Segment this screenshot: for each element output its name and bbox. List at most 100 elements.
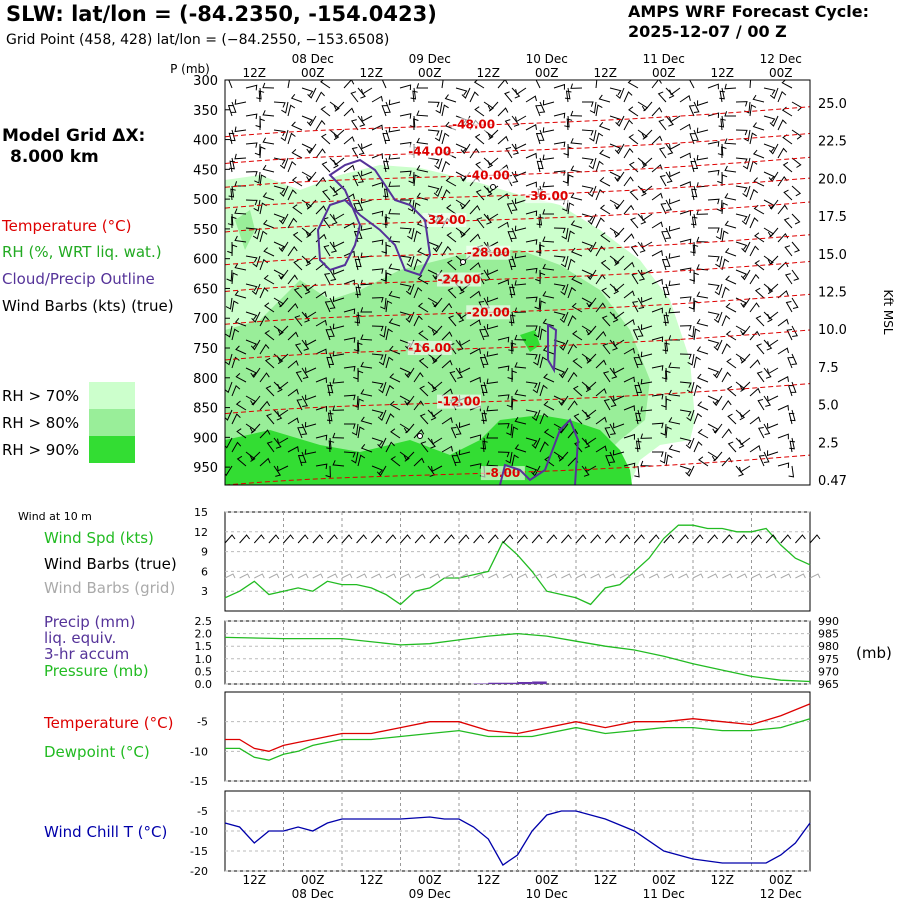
height-tick: 12.5	[818, 286, 847, 301]
precip-tick: 2.5	[195, 615, 213, 628]
wind-barb	[307, 87, 317, 99]
wind-barb	[234, 263, 247, 271]
wind-barb	[273, 437, 282, 449]
wind-barb	[769, 143, 779, 155]
wind-barb	[542, 291, 555, 299]
wind-barb	[234, 290, 247, 299]
precip-accum-label: 3-hr accum	[44, 645, 130, 663]
wind-barb	[287, 417, 299, 425]
wind-barb	[432, 297, 443, 308]
wind-barb	[693, 272, 699, 284]
surface-wind-barb	[780, 534, 792, 544]
contour-label-bg	[466, 305, 511, 320]
wind-barb	[412, 90, 418, 103]
wind-barb	[633, 357, 640, 369]
wind-barb	[542, 127, 555, 133]
pressure-tick: 950	[193, 461, 218, 476]
wind-barb	[301, 227, 312, 238]
wind-barb	[679, 152, 691, 159]
wind-barb	[669, 171, 681, 178]
wind-barb	[486, 351, 499, 357]
wind-barb	[514, 362, 527, 369]
wind-barb	[273, 213, 286, 223]
wind-barb	[763, 143, 776, 153]
bottom-time-tick: 00Z	[652, 873, 676, 887]
wind-barb	[749, 359, 761, 369]
surface-wind-barb	[429, 534, 441, 544]
wind-barb	[651, 192, 663, 201]
windchill-tick: -20	[190, 865, 208, 878]
wind-barb	[749, 387, 761, 397]
wind-barb	[595, 302, 606, 313]
wind-barb	[371, 353, 384, 360]
wind-barb	[533, 353, 541, 366]
top-date-label: 08 Dec	[292, 52, 334, 66]
wind-barb	[458, 449, 471, 456]
wind-barb	[292, 204, 303, 215]
wind-barb	[427, 185, 440, 194]
wind-barb	[305, 311, 317, 319]
wind-barb	[640, 406, 653, 412]
wind-barb	[697, 401, 709, 411]
wind-barb	[455, 143, 467, 153]
wind-barb	[585, 353, 597, 363]
wind-barb	[259, 146, 266, 159]
wind-barb	[277, 437, 289, 445]
wind-barb	[388, 345, 401, 355]
wind-barb	[785, 301, 793, 313]
wind-barb	[371, 210, 384, 217]
wind-barb	[668, 253, 681, 259]
wind-barb	[763, 367, 772, 379]
wind-barb	[581, 241, 594, 251]
wind-barb	[721, 314, 731, 327]
wind-barb	[543, 401, 555, 411]
wind-barb	[483, 129, 494, 140]
wind-barb	[726, 385, 737, 397]
surface-wind-barb	[283, 534, 294, 544]
wind-barb	[749, 444, 761, 453]
wind-barb	[595, 388, 607, 397]
wind-barb	[696, 318, 709, 327]
wind-barb	[707, 311, 720, 319]
wind-barb	[235, 345, 247, 355]
wind-barb	[273, 101, 286, 108]
wind-barb	[449, 371, 457, 383]
wind-barb	[514, 416, 527, 425]
wind-barb	[595, 330, 607, 341]
wind-barb	[226, 269, 233, 282]
wind-barb	[739, 353, 751, 364]
surface-grid-barb	[224, 573, 236, 579]
pressure-tick-right: 990	[818, 615, 839, 628]
wind-barb	[487, 129, 499, 139]
wind-barb	[385, 272, 392, 285]
wind-barb	[777, 176, 788, 187]
wind-barb	[623, 433, 636, 440]
wind-barb	[279, 213, 289, 225]
wind-barb	[582, 101, 594, 107]
wind-barb	[609, 451, 616, 463]
wind-barb	[627, 80, 639, 89]
wind-barb	[767, 255, 779, 265]
wind-barb	[287, 217, 298, 229]
wind-barb	[595, 445, 607, 453]
windchill-tick: -10	[190, 825, 208, 838]
wind-barb	[296, 399, 303, 411]
wind-barb	[588, 157, 597, 170]
precip-tick: 0.5	[195, 665, 213, 678]
wind-barb	[635, 412, 641, 425]
wind-barb	[679, 94, 691, 103]
bottom-time-tick: 00Z	[535, 873, 559, 887]
wind-barb	[669, 143, 681, 150]
surface-grid-barb	[400, 573, 411, 579]
wind-barb	[249, 451, 261, 461]
wind-barb	[419, 385, 429, 397]
wind-barb	[431, 409, 443, 418]
wind-barb	[665, 171, 673, 183]
wind-barb	[696, 346, 709, 355]
wind-barbs-grid-label: Wind Barbs (grid)	[44, 579, 176, 597]
wind-barb	[749, 104, 757, 117]
surface-wind-barb	[648, 534, 660, 544]
wind-barb	[787, 357, 793, 369]
surface-grid-barb	[517, 573, 528, 579]
wind-barb	[741, 241, 751, 253]
